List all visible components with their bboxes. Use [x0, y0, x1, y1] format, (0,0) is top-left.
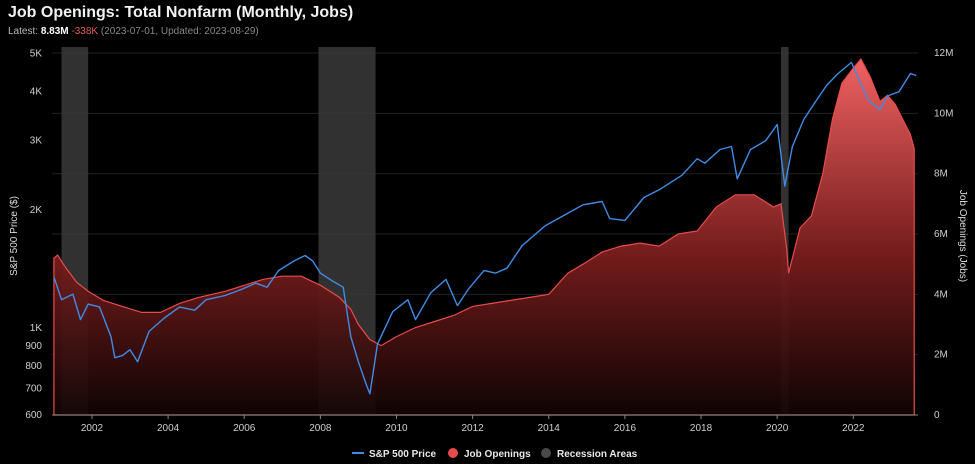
x-tick-label: 2010: [385, 423, 408, 434]
latest-summary: Latest: 8.83M -338K (2023-07-01, Updated…: [8, 26, 259, 37]
y-right-tick-label: 0: [934, 410, 940, 421]
y-left-tick-label: 700: [25, 384, 42, 395]
latest-value: 8.83M: [40, 26, 69, 37]
x-tick-label: 2018: [690, 423, 713, 434]
legend-label: Recession Areas: [557, 449, 638, 460]
y-right-tick-label: 2M: [934, 350, 948, 361]
chart-title: Job Openings: Total Nonfarm (Monthly, Jo…: [8, 4, 354, 21]
left-axis-title: S&P 500 Price ($): [9, 196, 20, 276]
x-tick-label: 2016: [614, 423, 637, 434]
x-tick-label: 2002: [81, 423, 104, 434]
x-tick-label: 2006: [233, 423, 256, 434]
right-axis-title: Job Openings (Jobs): [957, 190, 968, 282]
legend-label: S&P 500 Price: [369, 449, 437, 460]
legend-label: Job Openings: [464, 449, 531, 460]
y-right-tick-label: 4M: [934, 289, 948, 300]
x-tick-label: 2020: [766, 423, 789, 434]
y-left-tick-label: 800: [25, 361, 42, 372]
legend-item[interactable]: Recession Areas: [541, 448, 638, 460]
x-tick-label: 2012: [462, 423, 485, 434]
y-left-tick-label: 600: [25, 410, 42, 421]
legend-marker: [448, 448, 458, 458]
y-left-tick-label: 2K: [30, 205, 43, 216]
y-left-tick-label: 900: [25, 341, 42, 352]
latest-label: Latest:: [8, 26, 39, 37]
y-left-tick-label: 3K: [30, 136, 43, 147]
latest-change: -338K: [71, 26, 99, 37]
y-right-tick-label: 12M: [934, 48, 953, 59]
legend-item[interactable]: Job Openings: [448, 448, 531, 460]
axes: 2002 2004 2006 2008 2010 2012 2014 2016 2018 2020…: [25, 48, 953, 434]
y-right-tick-label: 8M: [934, 169, 948, 180]
legend-item[interactable]: S&P 500 Price: [352, 449, 437, 460]
y-left-tick-label: 4K: [30, 87, 43, 98]
x-tick-label: 2004: [157, 423, 180, 434]
y-left-tick-label: 1K: [30, 323, 43, 334]
legend-marker: [541, 448, 551, 458]
x-tick-label: 2014: [538, 423, 561, 434]
y-right-tick-label: 6M: [934, 229, 948, 240]
y-left-tick-label: 5K: [30, 49, 43, 60]
x-tick-label: 2008: [309, 423, 332, 434]
latest-meta: (2023-07-01, Updated: 2023-08-29): [100, 26, 259, 37]
job-openings-series: [53, 58, 915, 416]
legend: S&P 500 Price Job Openings Recession Areas: [352, 448, 638, 460]
sp500-line: [53, 61, 917, 395]
x-tick-label: 2022: [842, 423, 865, 434]
y-right-tick-label: 10M: [934, 108, 953, 119]
job-openings-area: [53, 58, 915, 416]
sp500-series: [53, 61, 917, 395]
